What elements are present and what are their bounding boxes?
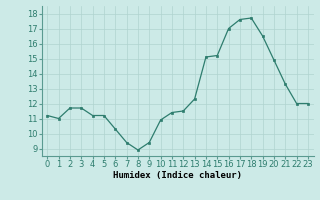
X-axis label: Humidex (Indice chaleur): Humidex (Indice chaleur) xyxy=(113,171,242,180)
